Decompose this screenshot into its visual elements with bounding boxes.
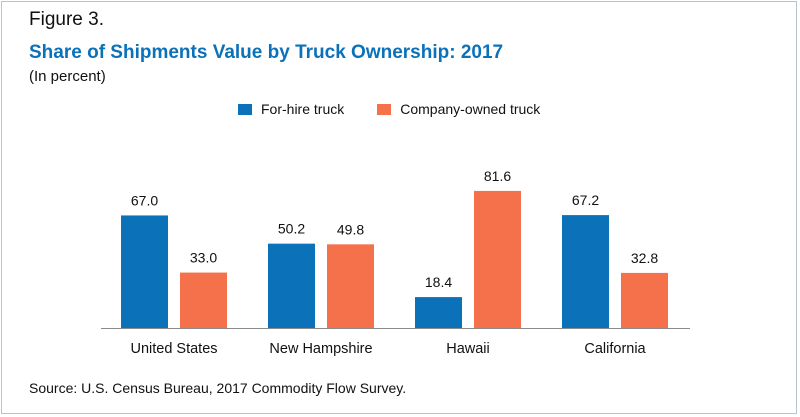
value-label-united-states-company-owned-truck: 33.0 bbox=[190, 250, 217, 266]
bar-united-states-for-hire-truck bbox=[121, 215, 168, 328]
category-label-united-states: United States bbox=[130, 341, 217, 357]
figure-label: Figure 3. bbox=[29, 9, 104, 30]
value-label-new-hampshire-for-hire-truck: 50.2 bbox=[278, 221, 305, 237]
bar-hawaii-company-owned-truck bbox=[474, 190, 521, 328]
legend-label-for-hire: For-hire truck bbox=[261, 101, 345, 117]
value-label-new-hampshire-company-owned-truck: 49.8 bbox=[337, 221, 364, 237]
value-label-hawaii-company-owned-truck: 81.6 bbox=[484, 168, 511, 184]
bar-california-for-hire-truck bbox=[562, 215, 609, 328]
chart-legend: For-hire truck Company-owned truck bbox=[238, 101, 573, 117]
category-label-new-hampshire: New Hampshire bbox=[269, 341, 372, 357]
value-label-california-company-owned-truck: 32.8 bbox=[631, 250, 658, 266]
bar-hawaii-for-hire-truck bbox=[415, 297, 462, 328]
source-note: Source: U.S. Census Bureau, 2017 Commodi… bbox=[29, 380, 407, 396]
bar-united-states-company-owned-truck bbox=[180, 272, 227, 328]
bar-new-hampshire-for-hire-truck bbox=[268, 243, 315, 328]
value-label-hawaii-for-hire-truck: 18.4 bbox=[425, 274, 452, 290]
legend-label-company-owned: Company-owned truck bbox=[400, 101, 541, 117]
legend-item-for-hire: For-hire truck bbox=[238, 101, 344, 117]
category-label-hawaii: Hawaii bbox=[446, 341, 490, 357]
chart-title: Share of Shipments Value by Truck Owners… bbox=[29, 42, 504, 63]
legend-swatch-for-hire bbox=[238, 103, 252, 115]
category-label-california: California bbox=[584, 341, 646, 357]
bar-california-company-owned-truck bbox=[621, 272, 668, 328]
bar-new-hampshire-company-owned-truck bbox=[327, 244, 374, 328]
legend-swatch-company-owned bbox=[377, 103, 392, 115]
value-label-united-states-for-hire-truck: 67.0 bbox=[131, 192, 158, 208]
legend-item-company-owned: Company-owned truck bbox=[377, 101, 540, 117]
chart-subtitle: (In percent) bbox=[29, 68, 106, 85]
value-label-california-for-hire-truck: 67.2 bbox=[572, 192, 599, 208]
